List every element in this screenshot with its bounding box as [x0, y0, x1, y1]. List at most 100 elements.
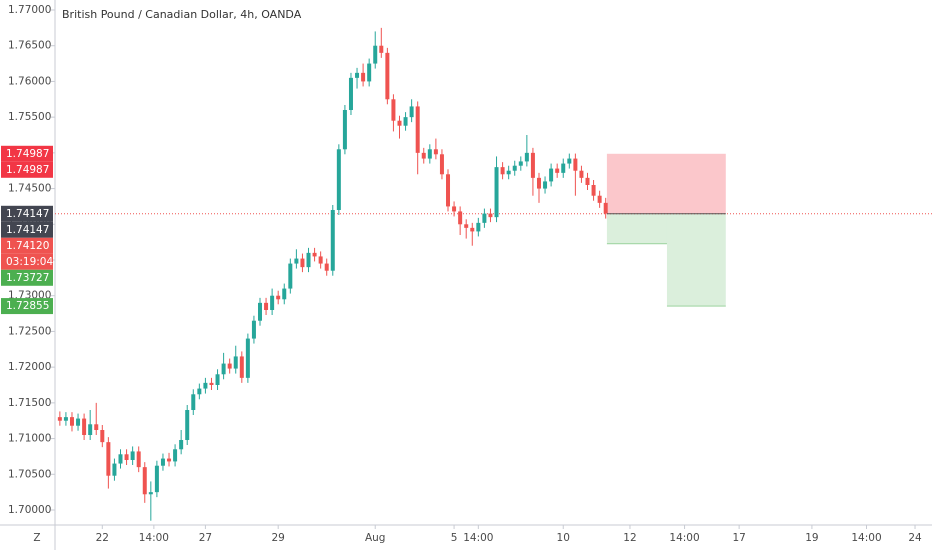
corner-label[interactable]: Z [33, 532, 40, 544]
price-label-box [1, 269, 53, 286]
candle-body [524, 152, 529, 162]
candle-body [324, 263, 329, 271]
candle-body [561, 163, 566, 173]
price-label: 1.74987 [6, 148, 49, 160]
x-tick-label: 22 [96, 532, 109, 544]
candle-body [439, 154, 444, 175]
y-tick-label: 1.72500 [8, 325, 51, 337]
candle-body [282, 288, 287, 300]
candle-body [500, 167, 505, 175]
candle-body [597, 195, 602, 203]
candle-body [367, 63, 372, 82]
candle-body [573, 158, 578, 171]
candle-body [506, 170, 511, 175]
target-zone [606, 213, 667, 244]
y-tick-label: 1.77000 [8, 4, 51, 16]
price-label-box [1, 298, 53, 315]
candle-body [355, 72, 360, 78]
y-tick-label: 1.70500 [8, 468, 51, 480]
price-label-box [1, 205, 53, 222]
candle-body [458, 211, 463, 225]
candle-body [403, 117, 408, 126]
price-label: 1.74147 [6, 208, 49, 220]
candle-body [579, 170, 584, 178]
candle-body [433, 149, 438, 155]
candle-body [294, 258, 299, 264]
chart-title: British Pound / Canadian Dollar, 4h, OAN… [62, 8, 302, 21]
price-label-box [1, 145, 53, 162]
candle-body [530, 152, 535, 178]
candle-body [130, 451, 135, 460]
candle-body [197, 388, 202, 395]
candle-body [300, 258, 305, 268]
candle-body [536, 177, 541, 189]
candle-body [69, 417, 74, 426]
candle-body [385, 52, 390, 100]
candle-body [160, 458, 165, 466]
price-label: 1.72855 [6, 300, 49, 312]
price-label: 03:19:04 [6, 256, 53, 268]
candle-body [221, 363, 226, 375]
candle-body [82, 418, 87, 435]
price-label-box [1, 221, 53, 238]
candle-body [361, 72, 366, 82]
y-tick-label: 1.74500 [8, 183, 51, 195]
candle-body [543, 181, 548, 189]
price-label-box [1, 253, 53, 270]
price-label-box [1, 161, 53, 178]
x-tick-label: 14:00 [669, 532, 699, 544]
x-tick-label: 12 [623, 532, 636, 544]
candle-body [318, 256, 323, 264]
target-zone [666, 213, 726, 307]
candle-body [118, 454, 123, 464]
candle-body [100, 430, 105, 443]
x-tick-label: 24 [908, 532, 922, 544]
candle-body [251, 320, 256, 339]
candle-body [233, 356, 238, 369]
candle-body [342, 110, 347, 150]
x-tick-label: 5 [451, 532, 458, 544]
y-tick-label: 1.71000 [8, 433, 51, 445]
candle-body [470, 227, 475, 232]
y-tick-label: 1.75500 [8, 111, 51, 123]
y-tick-label: 1.76500 [8, 40, 51, 52]
candle-body [391, 99, 396, 121]
price-label: 1.74120 [6, 240, 49, 252]
candle-body [397, 120, 402, 126]
x-tick-label: 17 [732, 532, 745, 544]
candle-body [415, 106, 420, 153]
stop-zone [606, 153, 726, 214]
price-label: 1.74987 [6, 164, 49, 176]
x-tick-label: 14:00 [463, 532, 493, 544]
candle-body [76, 418, 81, 426]
y-tick-label: 1.71500 [8, 397, 51, 409]
candle-body [306, 252, 311, 268]
x-tick-label: 29 [272, 532, 285, 544]
candle-body [464, 224, 469, 228]
candle-body [567, 158, 572, 164]
candle-body [452, 206, 457, 212]
candle-body [482, 213, 487, 223]
candle-body [203, 382, 208, 389]
candle-body [421, 152, 426, 159]
candle-body [427, 149, 432, 159]
candle-body [106, 442, 111, 476]
candle-body [549, 168, 554, 182]
candle-body [270, 295, 275, 310]
price-label-box [1, 237, 53, 254]
candle-body [555, 168, 560, 173]
candle-body [494, 167, 499, 218]
candle-body [191, 394, 196, 410]
candle-body [63, 417, 68, 421]
candle-body [148, 492, 153, 495]
candle-body [94, 424, 99, 430]
candle-body [154, 465, 159, 493]
candle-body [136, 451, 141, 468]
candle-body [330, 210, 335, 271]
candle-body [209, 382, 214, 385]
candle-body [591, 185, 596, 196]
y-tick-label: 1.70000 [8, 504, 51, 516]
candle-body [227, 363, 232, 369]
